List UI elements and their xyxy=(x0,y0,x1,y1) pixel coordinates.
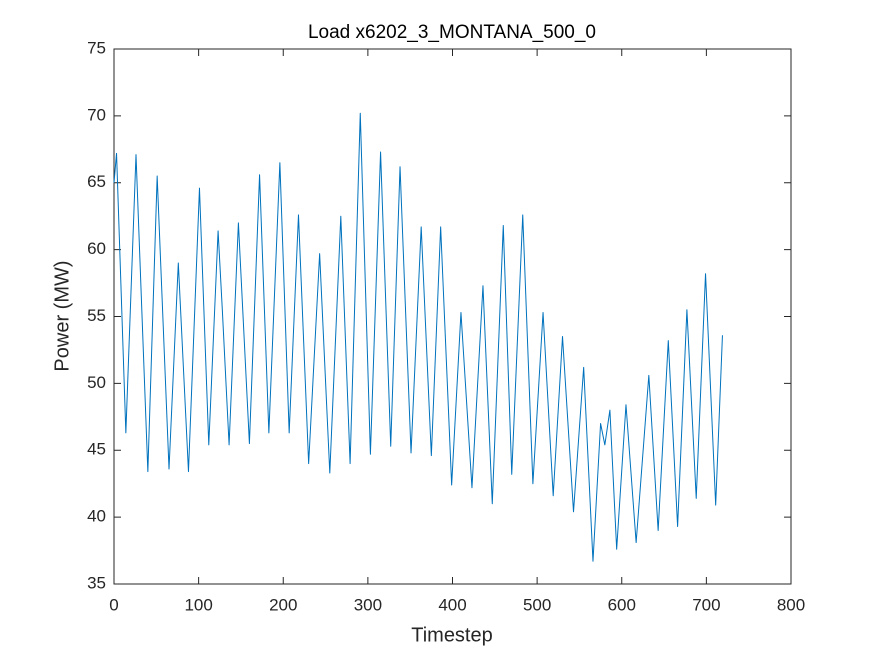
y-tick-label: 55 xyxy=(87,306,106,325)
x-tick-label: 100 xyxy=(184,595,212,614)
y-tick-label: 75 xyxy=(87,38,106,57)
y-tick-label: 50 xyxy=(87,373,106,392)
x-tick-label: 0 xyxy=(109,595,118,614)
y-tick-label: 60 xyxy=(87,239,106,258)
y-tick-label: 70 xyxy=(87,105,106,124)
x-axis-label: Timestep xyxy=(411,624,493,646)
x-tick-label: 400 xyxy=(438,595,466,614)
x-tick-label: 800 xyxy=(777,595,805,614)
chart-title: Load x6202_3_MONTANA_500_0 xyxy=(308,22,596,43)
x-tick-label: 700 xyxy=(692,595,720,614)
plot-frame xyxy=(113,48,792,585)
x-tick-label: 300 xyxy=(354,595,382,614)
y-tick-label: 45 xyxy=(87,440,106,459)
data-line xyxy=(113,112,723,562)
x-tick-label: 500 xyxy=(523,595,551,614)
y-axis-label: Power (MW) xyxy=(51,260,73,371)
y-tick-label: 40 xyxy=(87,507,106,526)
x-tick-label: 600 xyxy=(608,595,636,614)
y-tick-label: 65 xyxy=(87,172,106,191)
y-tick-label: 35 xyxy=(87,573,106,592)
x-tick-label: 200 xyxy=(269,595,297,614)
